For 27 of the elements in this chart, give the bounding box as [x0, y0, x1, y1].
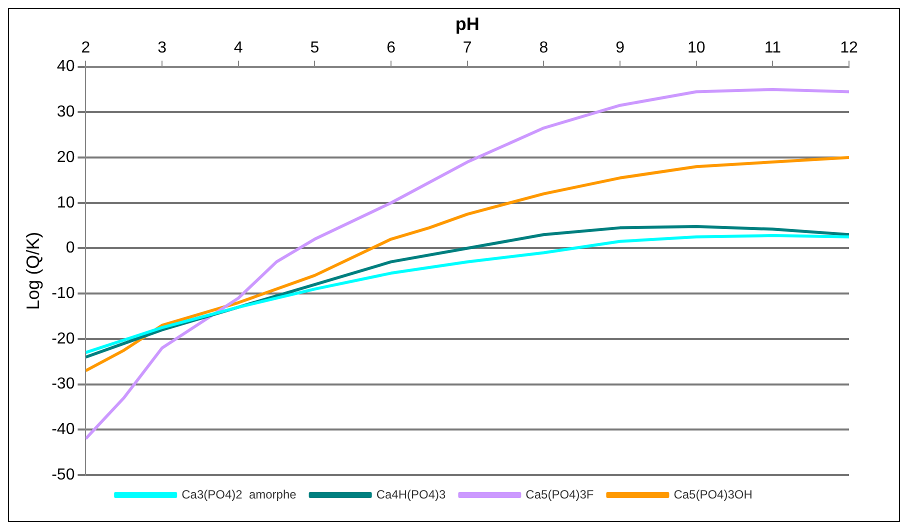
x-tick-label: 5 — [310, 40, 320, 57]
y-tick-label: -30 — [52, 376, 75, 393]
x-tick-label: 3 — [158, 40, 167, 57]
x-tick-label: 6 — [386, 40, 396, 57]
x-tick-label: 8 — [539, 40, 548, 57]
legend-label: Ca4H(PO4)3 — [376, 487, 446, 502]
y-tick-label: -50 — [52, 466, 75, 484]
y-tick-label: -40 — [52, 421, 75, 438]
y-tick-label: 10 — [56, 194, 75, 212]
x-axis-title: pH — [455, 14, 480, 34]
y-tick-label: 30 — [56, 104, 75, 121]
x-tick-label: 7 — [462, 40, 472, 57]
y-tick-label: -20 — [52, 330, 75, 348]
x-tick-label: 10 — [687, 40, 706, 57]
x-tick-label: 4 — [234, 40, 243, 57]
y-tick-label: 0 — [66, 240, 75, 257]
y-tick-label: -10 — [52, 284, 75, 302]
x-tick-label: 11 — [764, 40, 782, 57]
y-tick-label: 40 — [56, 58, 75, 76]
x-tick-label: 12 — [840, 40, 858, 57]
legend-label: Ca5(PO4)3F — [526, 487, 594, 502]
y-tick-label: 20 — [56, 148, 75, 166]
x-tick-label: 9 — [616, 40, 625, 57]
legend-label: Ca5(PO4)3OH — [674, 487, 752, 502]
legend-label: Ca3(PO4)2 amorphe — [182, 487, 297, 502]
y-axis-title: Log (Q/K) — [22, 232, 43, 310]
x-tick-label: 2 — [81, 40, 90, 57]
